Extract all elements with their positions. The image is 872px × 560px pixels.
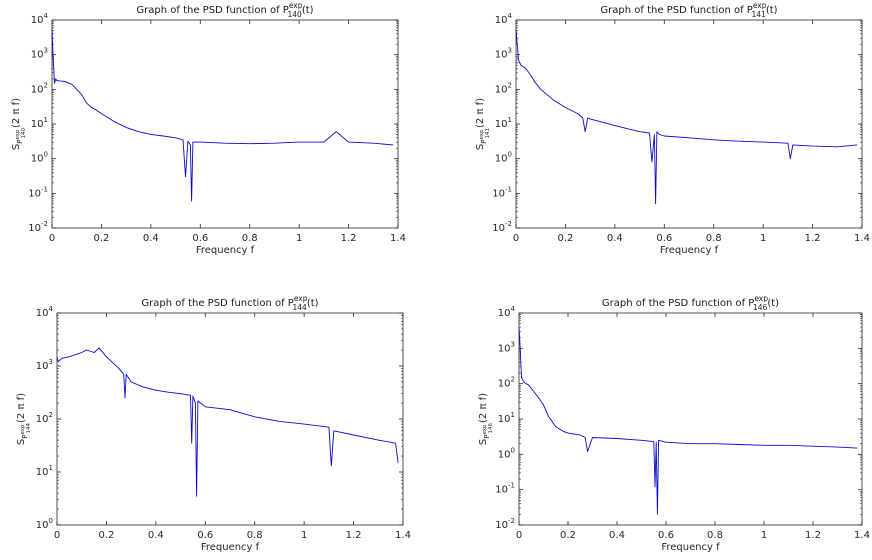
psd-series-line: [51, 27, 394, 202]
x-tick-label: 0.8: [247, 530, 263, 541]
plot-area: [518, 312, 863, 526]
x-tick-label: 1: [296, 233, 302, 244]
y-tick-label: 103: [36, 358, 53, 372]
y-tick-label: 104: [498, 305, 516, 319]
x-axis-label: Frequency f: [660, 245, 719, 256]
x-tick-label: 0.6: [658, 530, 674, 541]
x-tick-label: 0.8: [242, 233, 258, 244]
y-tick-label: 103: [495, 47, 512, 61]
x-tick-label: 1.4: [395, 530, 411, 541]
y-tick-label: 101: [498, 411, 515, 425]
x-tick-label: 0.8: [706, 233, 722, 244]
chart-title: Graph of the PSD function of Pexp 141(t): [600, 1, 777, 19]
y-tick-label: 101: [495, 116, 512, 130]
x-tick-label: 0.8: [707, 530, 723, 541]
y-tick-label: 100: [36, 517, 53, 531]
chart-title: Graph of the PSD function of Pexp 140(t): [136, 1, 313, 19]
x-tick-label: 1.4: [854, 530, 870, 541]
y-tick-label: 10-1: [28, 185, 48, 199]
chart-title: Graph of the PSD function of Pexp 146(t): [602, 294, 779, 312]
y-axis-label: SPexp140(2 π f): [11, 98, 27, 150]
x-tick-label: 0.4: [148, 530, 164, 541]
y-tick-label: 10-2: [492, 220, 512, 234]
y-tick-label: 103: [31, 47, 48, 61]
plot-area: [515, 19, 863, 229]
y-tick-label: 101: [36, 464, 53, 478]
x-axis-label: Frequency f: [201, 542, 260, 553]
x-tick-label: 0: [516, 530, 522, 541]
plot-area: [51, 19, 399, 229]
y-tick-label: 104: [31, 12, 49, 26]
y-tick-label: 10-2: [495, 517, 515, 531]
x-tick-label: 0.4: [609, 530, 625, 541]
y-axis-label: SPexp146(2 π f): [478, 393, 494, 445]
y-axis-label: SPexp141(2 π f): [475, 98, 491, 150]
y-tick-label: 102: [495, 81, 512, 95]
psd-series-line: [56, 347, 399, 497]
x-tick-label: 0.4: [607, 233, 623, 244]
x-tick-label: 0: [513, 233, 519, 244]
y-tick-label: 102: [31, 81, 48, 95]
x-tick-label: 0.2: [557, 233, 573, 244]
x-tick-label: 0.6: [656, 233, 672, 244]
x-tick-label: 1.2: [341, 233, 357, 244]
y-tick-label: 104: [495, 12, 513, 26]
y-tick-label: 100: [498, 446, 515, 460]
y-tick-label: 10-2: [28, 220, 48, 234]
chart-2: 0 0.2 0.4 0.6 0.8 1 1.2 1.4 10-2 10-1 100 101 102 103…: [475, 1, 870, 256]
x-tick-label: 0.6: [192, 233, 208, 244]
x-tick-label: 0.2: [560, 530, 576, 541]
y-tick-label: 101: [31, 116, 48, 130]
x-tick-label: 0: [54, 530, 60, 541]
x-tick-label: 0.2: [93, 233, 109, 244]
y-tick-label: 100: [31, 151, 48, 165]
chart-4: 0 0.2 0.4 0.6 0.8 1 1.2 1.4 10-2 10-1 100 101 102 103…: [478, 294, 870, 553]
y-tick-label: 102: [498, 376, 515, 390]
chart-1: 0 0.2 0.4 0.6 0.8 1 1.2 1.4 10-2 10-1 100 101 102 103…: [11, 1, 406, 256]
y-tick-label: 103: [498, 340, 515, 354]
x-tick-label: 1.2: [805, 530, 821, 541]
y-tick-label: 102: [36, 411, 53, 425]
x-tick-label: 1: [760, 233, 766, 244]
x-tick-label: 1.4: [854, 233, 870, 244]
plot-area: [56, 312, 404, 526]
x-axis-label: Frequency f: [661, 542, 720, 553]
x-tick-label: 1.2: [346, 530, 362, 541]
x-tick-label: 1.2: [805, 233, 821, 244]
y-tick-label: 100: [495, 151, 512, 165]
y-tick-label: 10-1: [495, 482, 515, 496]
x-tick-label: 0.2: [98, 530, 114, 541]
x-axis-label: Frequency f: [196, 245, 255, 256]
x-tick-label: 0.6: [197, 530, 213, 541]
x-tick-label: 1: [301, 530, 307, 541]
x-tick-label: 0.4: [143, 233, 159, 244]
psd-series-line: [515, 27, 858, 205]
y-tick-label: 104: [36, 305, 54, 319]
chart-3: 0 0.2 0.4 0.6 0.8 1 1.2 1.4 100 101 102 103 104 Graph…: [16, 294, 411, 553]
y-tick-label: 10-1: [492, 185, 512, 199]
x-tick-label: 1: [761, 530, 767, 541]
psd-series-line: [518, 327, 858, 515]
x-tick-label: 0: [49, 233, 55, 244]
chart-title: Graph of the PSD function of Pexp 144(t): [141, 294, 318, 312]
x-tick-label: 1.4: [390, 233, 406, 244]
y-axis-label: SPexp144(2 π f): [16, 393, 32, 445]
